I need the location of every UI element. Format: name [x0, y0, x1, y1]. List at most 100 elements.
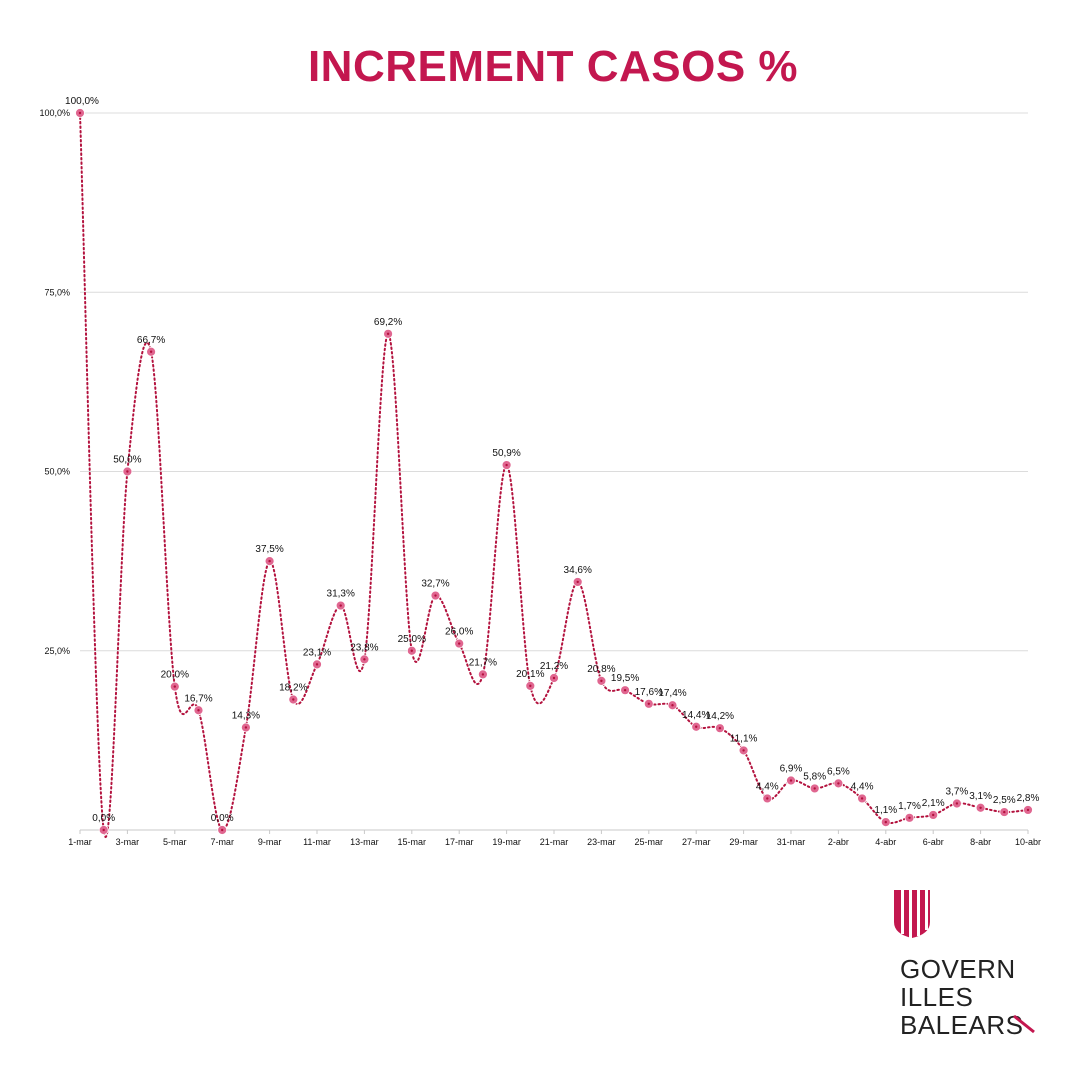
data-point-center: [955, 802, 959, 805]
data-label: 14,4%: [682, 710, 710, 721]
data-label: 3,1%: [969, 791, 992, 802]
data-label: 20,1%: [516, 669, 544, 680]
data-point-center: [292, 698, 295, 701]
data-point-center: [647, 702, 650, 706]
data-point-center: [623, 688, 627, 692]
data-label: 6,5%: [827, 766, 850, 777]
x-tick-label: 31-mar: [777, 837, 806, 847]
x-tick-label: 25-mar: [635, 837, 664, 847]
y-axis: 25,0% 50,0% 75,0% 100,0%: [39, 108, 70, 656]
data-label: 20,8%: [587, 664, 615, 675]
data-point-center: [505, 463, 508, 467]
data-point-center: [339, 604, 342, 607]
data-label: 17,6%: [635, 687, 663, 698]
data-label: 5,8%: [803, 771, 826, 782]
data-label: 16,7%: [184, 693, 212, 704]
data-markers: [75, 108, 1033, 835]
x-tick-label: 6-abr: [923, 837, 944, 847]
data-label: 50,0%: [113, 455, 141, 466]
series-line: [79, 112, 1029, 838]
data-label: 14,3%: [232, 710, 260, 721]
data-label: 21,2%: [540, 661, 568, 672]
data-point-center: [268, 559, 271, 563]
data-point-center: [126, 470, 129, 473]
data-point-center: [600, 679, 603, 683]
x-tick-label: 3-mar: [116, 837, 140, 847]
x-tick-label: 7-mar: [210, 837, 234, 847]
data-label: 4,4%: [851, 781, 874, 792]
data-point-center: [149, 350, 153, 353]
data-label: 23,1%: [303, 647, 331, 658]
data-point-center: [860, 797, 864, 800]
data-point-center: [386, 332, 390, 336]
data-label: 0,0%: [92, 813, 115, 824]
x-tick-label: 21-mar: [540, 837, 569, 847]
data-label: 2,5%: [993, 795, 1016, 806]
data-point-center: [410, 649, 413, 652]
data-point-center: [884, 820, 887, 824]
data-label: 37,5%: [255, 544, 283, 555]
govern-illes-balears-logo: GOVERN ILLES BALEARS: [892, 888, 1052, 1038]
x-tick-label: 4-abr: [875, 837, 896, 847]
x-tick-label: 17-mar: [445, 837, 474, 847]
data-label: 34,6%: [564, 565, 592, 576]
data-label: 25,0%: [398, 634, 426, 645]
data-label: 2,1%: [922, 798, 945, 809]
data-point-center: [789, 779, 793, 782]
gridlines: [80, 112, 1028, 652]
data-point-center: [173, 685, 176, 688]
y-tick-label: 50,0%: [44, 467, 70, 477]
data-label: 66,7%: [137, 335, 165, 346]
data-label: 69,2%: [374, 317, 402, 328]
data-label: 11,1%: [730, 733, 758, 744]
data-point-center: [576, 580, 579, 584]
data-label: 3,7%: [946, 786, 969, 797]
data-point-center: [197, 709, 200, 712]
data-point-center: [481, 673, 485, 676]
data-label: 1,1%: [874, 805, 897, 816]
x-axis: 1-mar 3-mar 5-mar 7-mar 9-mar 11-mar 13-mar 15-…: [68, 829, 1041, 847]
data-label: 4,4%: [756, 781, 779, 792]
data-point-center: [718, 726, 722, 730]
line-chart: 25,0% 50,0% 75,0% 100,0% 1-mar 3-mar 5-mar 7-m…: [39, 96, 1041, 847]
y-tick-label: 100,0%: [39, 108, 70, 118]
chart-title: INCREMENT CASOS %: [307, 42, 799, 91]
x-tick-label: 2-abr: [828, 837, 849, 847]
logo-slash-icon: [1013, 1014, 1035, 1034]
data-label: 1,7%: [898, 801, 921, 812]
data-point-center: [552, 676, 556, 680]
data-label: 26,0%: [445, 627, 473, 638]
x-tick-label: 11-mar: [303, 837, 331, 847]
x-tick-label: 29-mar: [729, 837, 758, 847]
data-point-center: [932, 813, 935, 817]
data-label: 6,9%: [780, 764, 803, 775]
y-tick-label: 25,0%: [44, 646, 70, 656]
data-point-center: [908, 816, 911, 820]
x-tick-label: 27-mar: [682, 837, 711, 847]
data-label: 31,3%: [327, 589, 355, 600]
data-point-center: [813, 787, 816, 790]
data-point-center: [1026, 808, 1030, 812]
data-point-center: [529, 684, 532, 688]
data-label: 18,2%: [279, 683, 307, 694]
data-label: 0,0%: [211, 813, 234, 824]
data-label: 2,8%: [1017, 793, 1040, 804]
x-tick-label: 10-abr: [1015, 837, 1041, 847]
logo-line-balears: BALEARS: [900, 1010, 1024, 1040]
data-point-center: [315, 663, 319, 666]
data-label: 14,2%: [706, 711, 734, 722]
data-point-center: [979, 806, 982, 809]
x-tick-label: 19-mar: [492, 837, 521, 847]
data-point-center: [766, 797, 769, 800]
data-point-center: [837, 782, 840, 785]
logo-emblem-icon: [894, 890, 930, 938]
x-tick-label: 9-mar: [258, 837, 282, 847]
data-label: 21,7%: [469, 657, 497, 668]
data-point-center: [434, 594, 437, 597]
data-label: 32,7%: [421, 579, 449, 590]
data-label: 19,5%: [611, 673, 639, 684]
x-tick-label: 1-mar: [68, 837, 92, 847]
logo-line-govern: GOVERN: [900, 954, 1016, 984]
data-point-center: [742, 749, 745, 752]
x-tick-label: 8-abr: [970, 837, 991, 847]
